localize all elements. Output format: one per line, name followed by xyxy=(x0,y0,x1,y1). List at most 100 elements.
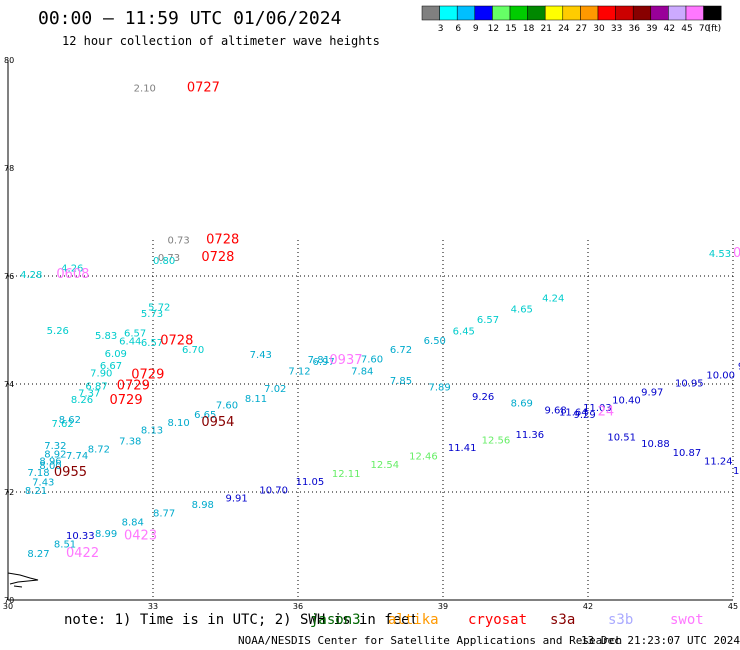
wave-height-label: 4.26 xyxy=(61,264,83,275)
satellite-legend-item: jason3 xyxy=(310,612,361,628)
wave-height-label: 12.54 xyxy=(371,460,400,471)
credit-text: NOAA/NESDIS Center for Satellite Applica… xyxy=(238,634,623,647)
wave-height-label: 0.73 xyxy=(168,236,190,247)
wave-height-label: 6.67 xyxy=(100,361,122,372)
wave-height-label: 5.72 xyxy=(148,303,170,314)
wave-height-label: 9.26 xyxy=(472,392,494,403)
wave-height-label: 4.53 xyxy=(709,249,731,260)
wave-height-label: 5.73 xyxy=(141,309,163,320)
wave-height-label: 5.26 xyxy=(47,326,69,337)
lat-tick-label: 80 xyxy=(4,56,14,65)
pass-time-label: 0608 xyxy=(56,267,89,282)
wave-height-label: 6.65 xyxy=(194,410,216,421)
lat-tick-label: 78 xyxy=(4,164,14,173)
lon-tick-label: 42 xyxy=(583,602,593,611)
legend-label: 33 xyxy=(611,24,622,34)
wave-height-label: 6.57 xyxy=(124,328,146,339)
wave-height-label: 12.46 xyxy=(409,452,438,463)
wave-height-label: 6.57 xyxy=(477,315,499,326)
pass-time-label: 0728 xyxy=(160,334,193,349)
wave-height-label: 8.00 xyxy=(39,461,61,472)
wave-height-label: 4.24 xyxy=(542,293,564,304)
wave-height-label: 6.57 xyxy=(141,338,163,349)
pass-time-label: 0727 xyxy=(187,80,220,95)
wave-height-label: 8.99 xyxy=(95,529,117,540)
wave-height-label: 11.64 xyxy=(559,407,588,418)
wave-height-label: 2.10 xyxy=(134,83,156,94)
wave-height-label: 6.70 xyxy=(182,345,204,356)
pass-time-label: 0423 xyxy=(124,529,157,544)
wave-height-label: 8.26 xyxy=(71,395,93,406)
wave-height-label: 11.05 xyxy=(296,477,325,488)
wave-height-label: 6.45 xyxy=(453,326,475,337)
satellite-legend-item: cryosat xyxy=(468,612,528,628)
wave-height-label: 8.69 xyxy=(511,399,533,410)
wave-height-label: 10.33 xyxy=(66,531,95,542)
wave-height-label: 8.10 xyxy=(168,418,190,429)
wave-height-label: 7.85 xyxy=(390,376,412,387)
wave-height-label: 9.29 xyxy=(574,410,596,421)
pass-time-label: 0955 xyxy=(54,465,87,480)
wave-height-label: 7.89 xyxy=(429,382,451,393)
legend-label: 24 xyxy=(558,24,570,34)
wave-height-label: 8.13 xyxy=(141,426,163,437)
pass-time-label: 0729 xyxy=(117,378,150,393)
lon-tick-label: 30 xyxy=(3,602,13,611)
wave-height-label: 0 xyxy=(733,246,740,261)
satellite-legend: jason3 altika cryosat s3a s3b swot xyxy=(310,612,740,630)
wave-height-label: 7.74 xyxy=(66,451,88,462)
wave-height-label: 6.87 xyxy=(85,381,107,392)
wave-height-label: 0.73 xyxy=(158,253,180,264)
satellite-legend-item: altika xyxy=(388,612,439,628)
wave-height-label: 7.02 xyxy=(264,384,286,395)
pass-time-label: 0729 xyxy=(131,368,164,383)
lon-tick-label: 45 xyxy=(728,602,738,611)
wave-height-label: 24 xyxy=(598,404,615,419)
wave-height-label: 8.96 xyxy=(39,456,61,467)
wave-height-label: 8.98 xyxy=(192,500,214,511)
lat-tick-label: 74 xyxy=(4,380,14,389)
satellite-legend-item: swot xyxy=(670,612,704,628)
wave-height-label: 8.72 xyxy=(88,445,110,456)
wave-height-label: 9.97 xyxy=(641,387,663,398)
pass-time-label: 0728 xyxy=(206,233,239,248)
wave-height-label: 4.28 xyxy=(20,270,42,281)
legend-label: 36 xyxy=(628,24,640,34)
wave-height-label: 9.68 xyxy=(545,406,567,417)
legend-label: 12 xyxy=(488,24,499,34)
legend-label: 27 xyxy=(576,24,587,34)
wave-height-label: 7.38 xyxy=(119,436,141,447)
wave-height-label: 10.87 xyxy=(673,448,702,459)
lat-tick-label: 76 xyxy=(4,272,14,281)
wave-height-label: 6.44 xyxy=(119,337,141,348)
legend-label: 3 xyxy=(438,24,444,34)
wave-height-label: 9.26 xyxy=(738,361,740,372)
legend-label: 45 xyxy=(681,24,692,34)
wave-height-label: 6.72 xyxy=(390,345,412,356)
legend-label: 21 xyxy=(540,24,551,34)
wave-height-label: 10.40 xyxy=(612,395,641,406)
coastline xyxy=(7,572,39,588)
legend-swatch xyxy=(703,5,722,21)
lon-tick-label: 36 xyxy=(293,602,303,611)
wave-height-label: 11.41 xyxy=(448,443,477,454)
wave-height-label: 11.03 xyxy=(583,403,612,414)
wave-height-label: 7.60 xyxy=(361,354,383,365)
lat-tick-label: 70 xyxy=(4,596,14,605)
wave-height-label: 10.70 xyxy=(259,486,288,497)
wave-height-label: 7.37 xyxy=(78,388,100,399)
wave-height-label: 11.24 xyxy=(704,456,733,467)
wave-height-label: 4.65 xyxy=(511,305,533,316)
wave-height-label: 8.11 xyxy=(245,394,267,405)
wave-height-label: 7.43 xyxy=(32,478,54,489)
pass-time-label: 0729 xyxy=(110,393,143,408)
wave-height-label: 12.56 xyxy=(482,435,511,446)
wave-height-label: 8.51 xyxy=(54,540,76,551)
wave-height-label: 10.51 xyxy=(607,433,636,444)
color-scale-legend: 3 6 9 12 15 18 21 24 27 30 33 36 39 42 45 70(ft) xyxy=(421,5,722,34)
wave-height-label: 8.21 xyxy=(25,486,47,497)
wave-height-label: 7.84 xyxy=(351,366,373,377)
pass-time-label: 0954 xyxy=(201,415,234,430)
wave-height-label: 8.92 xyxy=(44,449,66,460)
